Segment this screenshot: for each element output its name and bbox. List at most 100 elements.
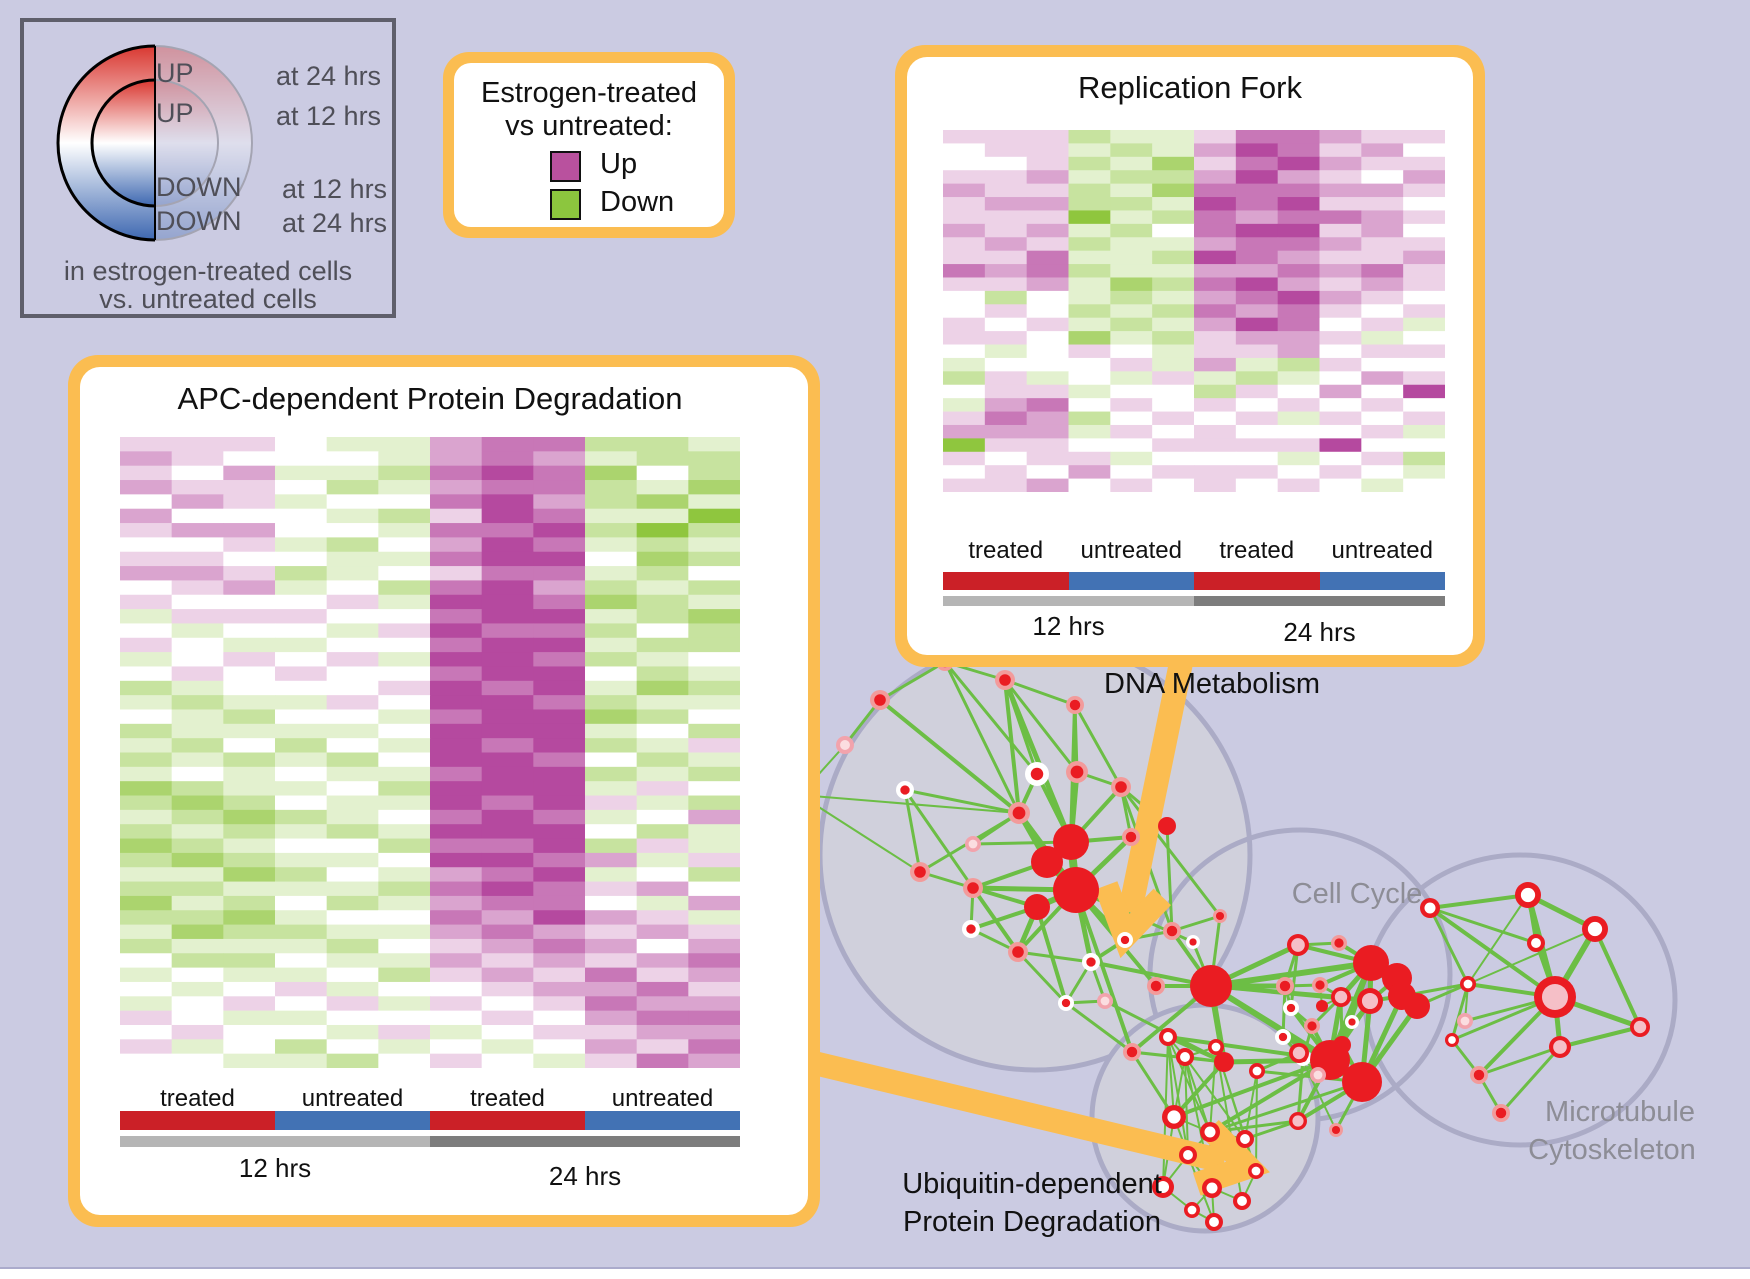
heatmap-cell — [378, 508, 431, 524]
heatmap-cell — [585, 809, 638, 825]
heatmap-cell — [984, 183, 1028, 198]
heatmap-cell — [636, 594, 689, 610]
network-edge — [1064, 1001, 1134, 1054]
heatmap-cell — [326, 480, 379, 495]
heatmap-cell — [378, 981, 431, 997]
heatmap-cell — [1110, 304, 1153, 319]
heatmap-cell — [636, 838, 689, 854]
heatmap-cell — [1026, 424, 1069, 439]
heatmap-cell — [481, 895, 534, 911]
heatmap-cell — [1277, 277, 1320, 292]
gene-node-pink-center-core — [1541, 983, 1569, 1011]
heatmap-cell — [1361, 317, 1404, 332]
heatmap-cell — [275, 508, 328, 524]
gene-node-solid — [1342, 1062, 1382, 1102]
heatmap-cell — [326, 580, 379, 596]
heatmap-cell — [1068, 223, 1111, 238]
heatmap-cell — [533, 580, 586, 596]
rf-12hrs-bar — [943, 596, 1194, 606]
heatmap-cell — [171, 623, 224, 639]
ring-down12-label: DOWN — [156, 172, 242, 202]
heatmap-cell — [1319, 277, 1362, 292]
heatmap-cell — [533, 996, 586, 1012]
heatmap-cell — [943, 384, 986, 399]
rf-treated-bar — [943, 572, 1069, 590]
heatmap-cell — [481, 594, 534, 610]
heatmap-cell — [1110, 183, 1153, 198]
heatmap-cell — [481, 451, 534, 467]
heatmap-cell — [1277, 170, 1320, 185]
heatmap-cell — [1235, 277, 1279, 292]
estrogen-legend-title-line2: vs untreated: — [505, 110, 673, 142]
heatmap-cell — [223, 1053, 276, 1068]
replication-fork-title: Replication Fork — [1078, 70, 1302, 105]
heatmap-cell — [430, 824, 483, 840]
heatmap-cell — [430, 881, 483, 897]
rf-heatmap — [943, 130, 1445, 492]
heatmap-cell — [120, 809, 173, 825]
heatmap-cell — [533, 1053, 586, 1068]
heatmap-cell — [1026, 384, 1069, 399]
heatmap-cell — [585, 480, 638, 495]
heatmap-cell — [223, 451, 276, 467]
heatmap-cell — [1110, 371, 1153, 386]
heatmap-cell — [1361, 170, 1404, 185]
heatmap-cell — [688, 508, 740, 524]
heatmap-cell — [326, 881, 379, 897]
gene-node-halo-core — [1331, 1125, 1341, 1135]
apc-group-label: untreated — [301, 1085, 404, 1112]
heatmap-cell — [688, 996, 740, 1012]
heatmap-cell — [326, 852, 379, 868]
heatmap-cell — [1068, 143, 1111, 158]
heatmap-cell — [533, 781, 586, 797]
network-edge — [943, 660, 1021, 815]
heatmap-cell — [378, 953, 431, 969]
heatmap-cell — [1026, 210, 1069, 225]
heatmap-cell — [1319, 451, 1362, 466]
gene-node-pale-core — [840, 740, 850, 750]
heatmap-cell — [481, 709, 534, 725]
heatmap-cell — [943, 210, 986, 225]
apc-time-label: 24 hrs — [548, 1161, 622, 1191]
heatmap-cell — [430, 852, 483, 868]
heatmap-cell — [1194, 331, 1237, 346]
heatmap-cell — [1235, 197, 1279, 211]
heatmap-cell — [1194, 183, 1237, 198]
gene-node-red-ring-center — [1180, 1052, 1190, 1062]
heatmap-cell — [1277, 317, 1320, 332]
heatmap-cell — [1110, 223, 1153, 238]
heatmap-cell — [1110, 317, 1153, 332]
heatmap-cell — [1194, 170, 1237, 185]
gene-node-halo-core — [1315, 980, 1325, 990]
heatmap-cell — [1235, 237, 1279, 252]
heatmap-cell — [1361, 424, 1404, 439]
gene-node-pale-core — [1100, 996, 1110, 1006]
heatmap-cell — [1110, 237, 1153, 252]
heatmap-cell — [533, 895, 586, 911]
heatmap-cell — [223, 738, 276, 753]
heatmap-cell — [688, 809, 740, 825]
heatmap-cell — [636, 809, 689, 825]
rf-group-label: untreated — [1080, 537, 1182, 564]
heatmap-cell — [171, 1024, 224, 1040]
heatmap-cell — [1277, 357, 1320, 372]
heatmap-cell — [223, 723, 276, 739]
gene-node-white-ring-core — [966, 924, 976, 934]
heatmap-cell — [1068, 210, 1111, 225]
heatmap-cell — [378, 594, 431, 610]
heatmap-cell — [585, 609, 638, 624]
heatmap-cell — [688, 551, 740, 567]
heatmap-cell — [223, 709, 276, 725]
heatmap-cell — [984, 384, 1028, 399]
heatmap-cell — [1403, 438, 1445, 453]
heatmap-cell — [1361, 197, 1404, 211]
heatmap-cell — [1319, 170, 1362, 185]
heatmap-cell — [223, 838, 276, 854]
heatmap-cell — [1277, 223, 1320, 238]
heatmap-cell — [585, 437, 638, 452]
heatmap-cell — [481, 781, 534, 797]
ring-up12-label: UP — [156, 98, 194, 128]
heatmap-cell — [326, 752, 379, 768]
gene-node-halo-core — [1115, 781, 1127, 793]
heatmap-cell — [1026, 317, 1069, 332]
